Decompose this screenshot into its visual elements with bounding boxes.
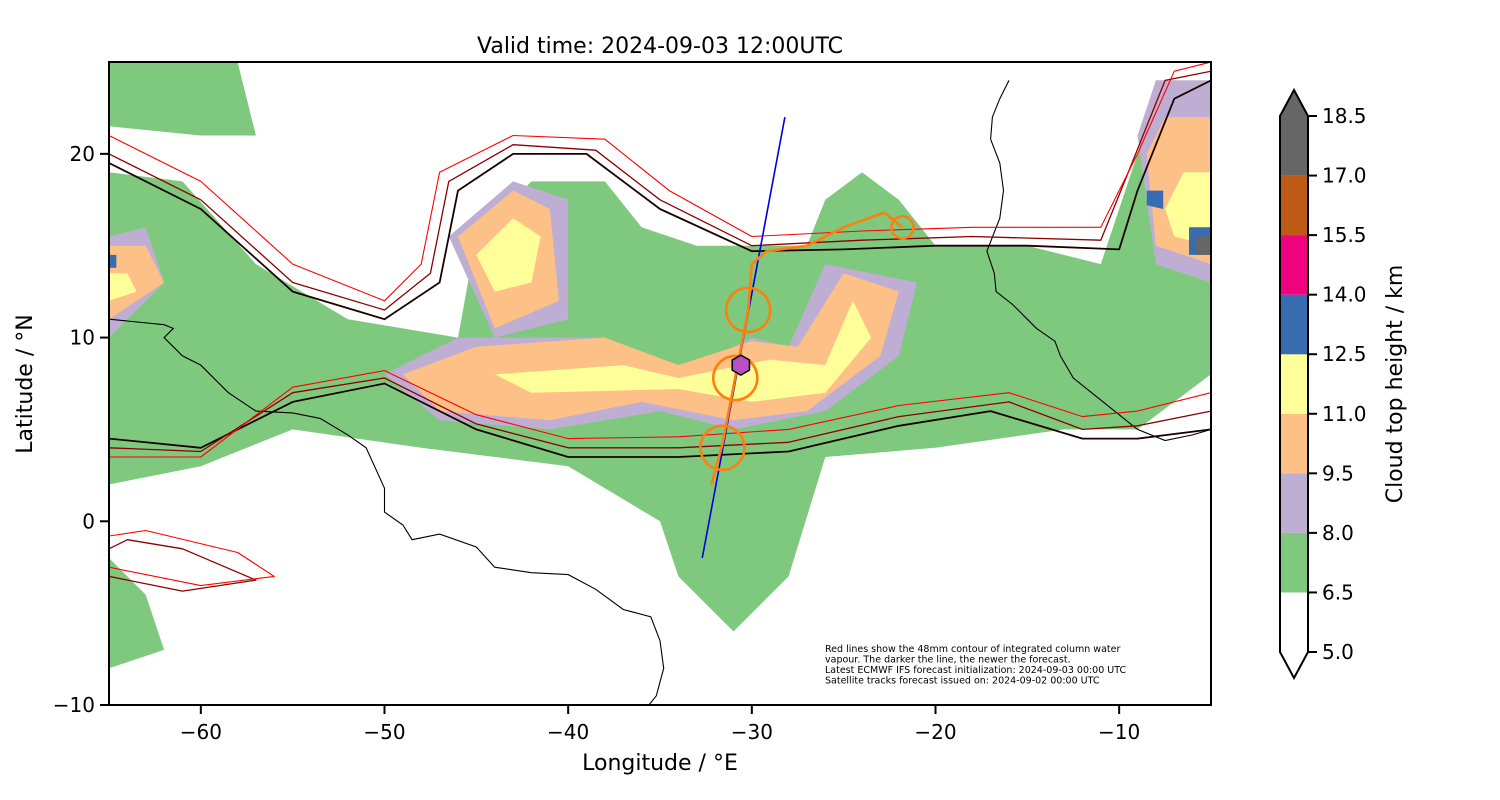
plot-title: Valid time: 2024-09-03 12:00UTC: [477, 34, 843, 59]
annotation-line: Satellite tracks forecast issued on: 202…: [825, 676, 1100, 687]
x-tick-label: −50: [363, 720, 405, 744]
annotation-line: Red lines show the 48mm contour of integ…: [825, 644, 1120, 655]
x-tick-label: −20: [914, 720, 956, 744]
colorbar-tick-label: 11.0: [1322, 402, 1367, 426]
y-axis-label: Latitude / °N: [13, 314, 38, 453]
plot-area: [109, 62, 1211, 705]
cloud-region-7: [109, 245, 165, 320]
x-tick-label: −10: [1098, 720, 1140, 744]
colorbar-tick-label: 5.0: [1322, 640, 1354, 664]
cloud-region-11: [109, 273, 137, 301]
wv-contour-6: [109, 539, 257, 592]
wv-contour-7: [109, 529, 275, 587]
y-axis-ticks: −10 0 10 20: [53, 142, 109, 717]
colorbar-label: Cloud top height / km: [1383, 265, 1408, 504]
colorbar-tick-label: 17.0: [1322, 164, 1367, 188]
coastline-1: [986, 139, 1211, 442]
flight-circle-0: [699, 424, 746, 472]
flight-track: [710, 211, 904, 485]
y-tick-label: 20: [70, 142, 95, 166]
annotation-line: vapour. The darker the line, the newer t…: [825, 655, 1071, 666]
wv-contour-3: [109, 382, 1211, 458]
colorbar-segment: [1280, 473, 1308, 533]
colorbar-segment: [1280, 354, 1308, 414]
colorbar-extend-min: [1280, 652, 1308, 678]
colorbar-extend-max: [1280, 90, 1308, 116]
colorbar-segment: [1280, 235, 1308, 295]
cloud-region-1: [109, 62, 256, 136]
wv-contour-5: [109, 370, 1211, 458]
annotation-text: Red lines show the 48mm contour of integ…: [825, 644, 1126, 687]
tracks-layer: [699, 116, 915, 559]
x-tick-label: −60: [180, 720, 222, 744]
colorbar-segment: [1280, 175, 1308, 236]
x-tick-label: −30: [731, 720, 773, 744]
cloud-region-0: [109, 80, 1211, 632]
colorbar-tick-label: 14.0: [1322, 283, 1367, 307]
colorbar-segment: [1280, 116, 1308, 176]
coastlines: [109, 80, 1211, 705]
x-axis-label: Longitude / °E: [582, 751, 738, 776]
cloud-region-2: [109, 558, 165, 669]
colorbar-segment: [1280, 592, 1308, 652]
annotation-line: Latest ECMWF IFS forecast initialization…: [825, 665, 1126, 676]
colorbar-segment: [1280, 413, 1308, 474]
cloud-region-15: [1146, 190, 1164, 209]
colorbar-tick-label: 6.5: [1322, 580, 1354, 604]
cloud-region-18: [1196, 236, 1211, 255]
y-tick-label: 10: [70, 326, 95, 350]
plot-frame: [108, 61, 1212, 706]
colorbar-tick-label: 9.5: [1322, 461, 1354, 485]
cloud-region-17: [109, 254, 117, 268]
coastline-2: [990, 80, 1010, 140]
colorbar-segment: [1280, 532, 1308, 593]
cloud-region-12: [476, 218, 541, 292]
y-tick-label: 0: [82, 509, 95, 533]
wv-contour-4: [109, 377, 1211, 453]
flight-circle-1: [711, 354, 759, 402]
colorbar-tick-label: 15.5: [1322, 223, 1367, 247]
coastline-0: [109, 318, 665, 705]
water-vapour-contours: [109, 62, 1211, 592]
flight-circle-2: [724, 286, 772, 334]
colorbar: 5.0 6.5 8.0 9.5 11.0 12.5 14.0 15.5 17.0 18.5: [1279, 87, 1367, 681]
cloud-region-13: [494, 300, 872, 402]
colorbar-tick-label: 8.0: [1322, 521, 1354, 545]
colorbar-segment: [1280, 294, 1308, 355]
wv-contour-1: [109, 70, 1211, 311]
cloud-top-height-field: [109, 62, 1211, 669]
hexagon-marker: [731, 354, 751, 376]
x-axis-ticks: −60 −50 −40 −30 −20 −10: [180, 705, 1140, 744]
wv-contour-2: [109, 62, 1211, 302]
x-tick-label: −40: [547, 720, 589, 744]
flight-circle-3: [890, 215, 915, 240]
colorbar-tick-label: 18.5: [1322, 104, 1367, 128]
wv-contour-0: [109, 79, 1211, 321]
colorbar-tick-label: 12.5: [1322, 342, 1367, 366]
y-tick-label: −10: [53, 693, 95, 717]
